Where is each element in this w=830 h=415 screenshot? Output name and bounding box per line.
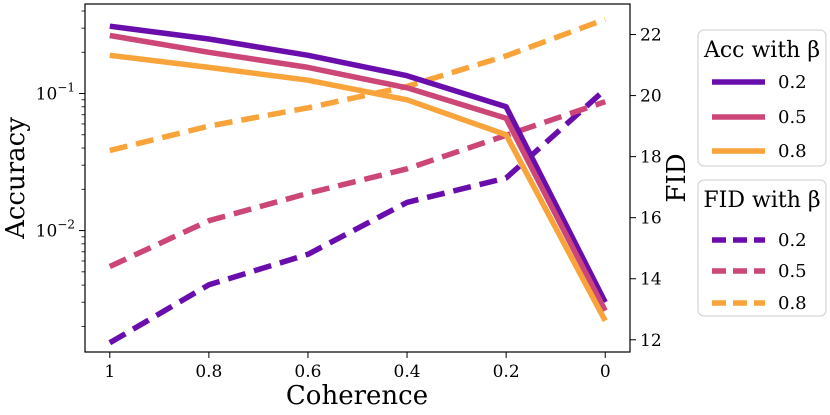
legend-accuracy: Acc with β 0.2 0.5 0.8 — [697, 29, 827, 167]
accuracy-series-line-0.5 — [109, 32, 608, 312]
legend-acc-label-1: 0.5 — [778, 107, 807, 128]
x-tick-label: 0.6 — [294, 362, 321, 382]
accuracy-series-line-0.2 — [109, 23, 608, 304]
x-tick-label: 0.8 — [195, 362, 222, 382]
y-right-tick-label: 20 — [640, 87, 662, 107]
x-tick-label: 0.2 — [493, 362, 520, 382]
series-layer — [108, 16, 608, 346]
legend-fid-label-2: 0.8 — [778, 293, 807, 314]
legend-fid-label-1: 0.5 — [778, 261, 807, 282]
accuracy-series-line-0.8 — [109, 52, 608, 322]
x-tick-label: 0.4 — [394, 362, 421, 382]
legend-accuracy-title: Acc with β — [703, 38, 820, 63]
y-right-tick-label: 18 — [640, 148, 662, 168]
y-right-tick-label: 14 — [640, 270, 662, 290]
axes-layer: 1 0.8 0.6 0.4 0.2 0 10−1 10−2 12 14 16 18 20 22 — [36, 10, 662, 382]
y-left-tick-label: 10−1 — [36, 81, 75, 105]
legend-accuracy-box — [697, 29, 827, 167]
legend-fid-box — [697, 179, 827, 317]
y-right-tick-label: 12 — [640, 331, 662, 351]
legend-acc-label-2: 0.8 — [778, 141, 807, 162]
y-left-tick-label: 10−2 — [36, 218, 75, 242]
x-tick-label: 1 — [104, 362, 115, 382]
legend-fid: FID with β 0.2 0.5 0.8 — [697, 179, 827, 317]
x-tick-label: 0 — [600, 362, 611, 382]
fid-series-line-0.5 — [108, 99, 607, 269]
y-axis-left-label: Accuracy — [1, 117, 31, 240]
y-right-tick-label: 16 — [640, 209, 662, 229]
legend-acc-label-0: 0.2 — [778, 72, 807, 93]
legend-fid-label-0: 0.2 — [778, 230, 807, 251]
legend-fid-title: FID with β — [703, 188, 820, 213]
y-right-tick-label: 22 — [640, 26, 662, 46]
y-axis-right-label: FID — [662, 153, 692, 202]
x-axis-label: Coherence — [286, 381, 428, 411]
plot-frame — [84, 3, 631, 353]
fid-series-line-0.2 — [108, 87, 608, 346]
fid-series-line-0.8 — [109, 16, 607, 154]
